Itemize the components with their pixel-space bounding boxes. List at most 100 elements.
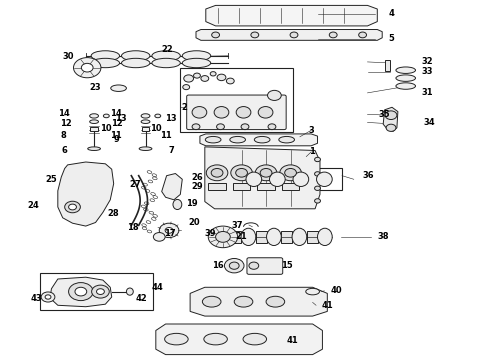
Ellipse shape xyxy=(205,136,221,143)
Circle shape xyxy=(255,165,277,181)
FancyBboxPatch shape xyxy=(247,258,283,274)
Text: 28: 28 xyxy=(107,208,119,217)
FancyBboxPatch shape xyxy=(187,95,286,130)
Ellipse shape xyxy=(396,83,416,89)
Circle shape xyxy=(236,168,247,177)
Ellipse shape xyxy=(270,172,285,186)
Circle shape xyxy=(226,78,234,84)
Circle shape xyxy=(285,168,296,177)
Ellipse shape xyxy=(317,172,332,186)
Text: 24: 24 xyxy=(27,201,39,210)
Bar xyxy=(257,183,275,190)
Circle shape xyxy=(75,287,87,296)
Circle shape xyxy=(74,58,101,78)
Text: 39: 39 xyxy=(204,229,216,238)
Polygon shape xyxy=(156,324,322,355)
Ellipse shape xyxy=(126,288,133,295)
Text: 33: 33 xyxy=(421,68,433,77)
Circle shape xyxy=(290,32,298,38)
Text: 13: 13 xyxy=(115,113,126,122)
Circle shape xyxy=(210,72,216,76)
Ellipse shape xyxy=(230,136,245,143)
Text: 18: 18 xyxy=(127,223,139,232)
Ellipse shape xyxy=(103,114,109,118)
Bar xyxy=(90,127,98,131)
Text: 23: 23 xyxy=(89,83,101,91)
Text: 12: 12 xyxy=(111,119,122,128)
Bar xyxy=(281,231,292,243)
Bar xyxy=(256,231,267,243)
Circle shape xyxy=(206,165,228,181)
Ellipse shape xyxy=(141,120,150,123)
Circle shape xyxy=(81,63,93,72)
Polygon shape xyxy=(206,5,377,26)
Ellipse shape xyxy=(236,107,251,118)
Circle shape xyxy=(386,124,396,131)
Text: 17: 17 xyxy=(164,229,175,238)
Ellipse shape xyxy=(204,333,227,345)
Text: 10: 10 xyxy=(150,124,162,133)
Text: 27: 27 xyxy=(129,180,141,189)
Text: 14: 14 xyxy=(58,109,70,118)
Polygon shape xyxy=(196,30,382,40)
Text: 41: 41 xyxy=(286,336,298,345)
Circle shape xyxy=(315,172,320,176)
Text: 29: 29 xyxy=(191,182,203,191)
Circle shape xyxy=(41,292,55,302)
Circle shape xyxy=(315,157,320,162)
Bar xyxy=(208,183,226,190)
Ellipse shape xyxy=(192,107,207,118)
Polygon shape xyxy=(58,162,114,226)
Text: 42: 42 xyxy=(136,293,147,302)
Circle shape xyxy=(268,124,276,130)
Circle shape xyxy=(231,165,252,181)
Polygon shape xyxy=(205,147,320,209)
Ellipse shape xyxy=(90,114,98,118)
Circle shape xyxy=(216,231,230,242)
Bar xyxy=(40,273,153,310)
Circle shape xyxy=(212,32,220,38)
Ellipse shape xyxy=(91,51,120,61)
Circle shape xyxy=(359,32,367,38)
Ellipse shape xyxy=(202,296,221,307)
Text: 12: 12 xyxy=(60,119,72,128)
Text: 1: 1 xyxy=(309,148,315,156)
Circle shape xyxy=(208,226,238,248)
Circle shape xyxy=(184,75,194,82)
Ellipse shape xyxy=(306,288,319,295)
Text: 19: 19 xyxy=(186,199,198,208)
Circle shape xyxy=(45,295,51,299)
Ellipse shape xyxy=(111,85,126,91)
Text: 36: 36 xyxy=(363,171,374,180)
Text: 7: 7 xyxy=(169,146,174,155)
Text: 41: 41 xyxy=(322,301,334,310)
Ellipse shape xyxy=(88,147,100,150)
Text: 25: 25 xyxy=(45,175,57,184)
Text: 38: 38 xyxy=(377,233,389,242)
Circle shape xyxy=(241,124,249,130)
Ellipse shape xyxy=(241,228,256,246)
Ellipse shape xyxy=(182,51,211,61)
Text: 2: 2 xyxy=(182,103,188,112)
Text: 3: 3 xyxy=(309,126,315,135)
Ellipse shape xyxy=(122,58,150,68)
Ellipse shape xyxy=(214,107,229,118)
Bar xyxy=(230,231,241,243)
Ellipse shape xyxy=(267,228,281,246)
Text: 40: 40 xyxy=(330,287,342,295)
Circle shape xyxy=(211,168,223,177)
Ellipse shape xyxy=(254,136,270,143)
Text: 35: 35 xyxy=(378,110,390,119)
Circle shape xyxy=(385,111,397,120)
Circle shape xyxy=(315,199,320,203)
Ellipse shape xyxy=(318,228,332,246)
Text: 31: 31 xyxy=(421,88,433,97)
Bar xyxy=(307,231,318,243)
Text: 20: 20 xyxy=(188,218,200,227)
Circle shape xyxy=(224,258,244,273)
Text: 34: 34 xyxy=(423,118,435,127)
Text: 11: 11 xyxy=(160,130,172,139)
Ellipse shape xyxy=(122,51,150,61)
Text: 5: 5 xyxy=(388,34,394,43)
Circle shape xyxy=(192,124,200,130)
